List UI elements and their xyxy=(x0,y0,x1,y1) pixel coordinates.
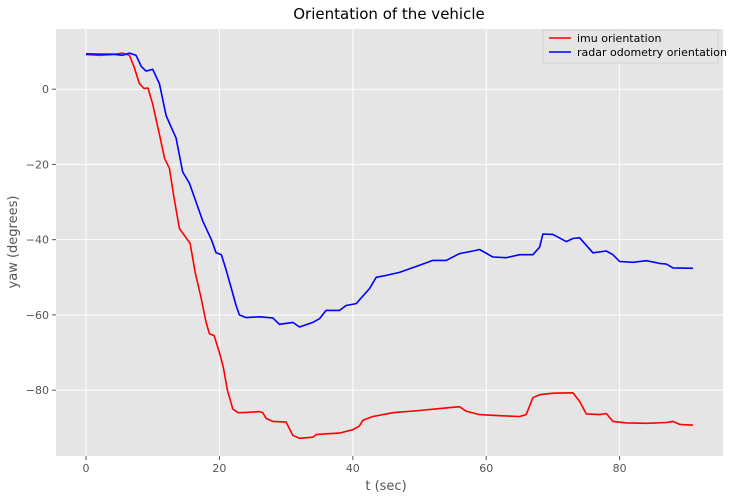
plot-background xyxy=(56,29,723,456)
chart-title: Orientation of the vehicle xyxy=(293,5,484,23)
x-tick-label: 80 xyxy=(613,462,627,475)
x-tick-label: 0 xyxy=(83,462,90,475)
y-tick-label: 0 xyxy=(42,83,49,96)
y-tick-label: −60 xyxy=(26,309,49,322)
legend-label-radar: radar odometry orientation xyxy=(577,46,727,59)
series-line-radar xyxy=(85,52,694,328)
x-tick-label: 60 xyxy=(479,462,493,475)
series-line-imu xyxy=(85,52,694,440)
y-tick-label: −80 xyxy=(26,384,49,397)
legend-label-imu: imu orientation xyxy=(577,32,661,45)
legend-box xyxy=(542,29,719,64)
legend: imu orientation radar odometry orientati… xyxy=(542,29,727,64)
y-axis-label: yaw (degrees) xyxy=(6,196,21,289)
y-tick-label: −40 xyxy=(26,234,49,247)
series-lines xyxy=(85,52,694,440)
x-tick-label: 20 xyxy=(212,462,226,475)
x-axis: 0 20 40 60 80 xyxy=(83,456,627,475)
y-tick-label: −20 xyxy=(26,158,49,171)
x-tick-label: 40 xyxy=(346,462,360,475)
x-axis-label: t (sec) xyxy=(365,479,406,494)
y-axis: 0 −20 −40 −60 −80 xyxy=(26,83,56,397)
